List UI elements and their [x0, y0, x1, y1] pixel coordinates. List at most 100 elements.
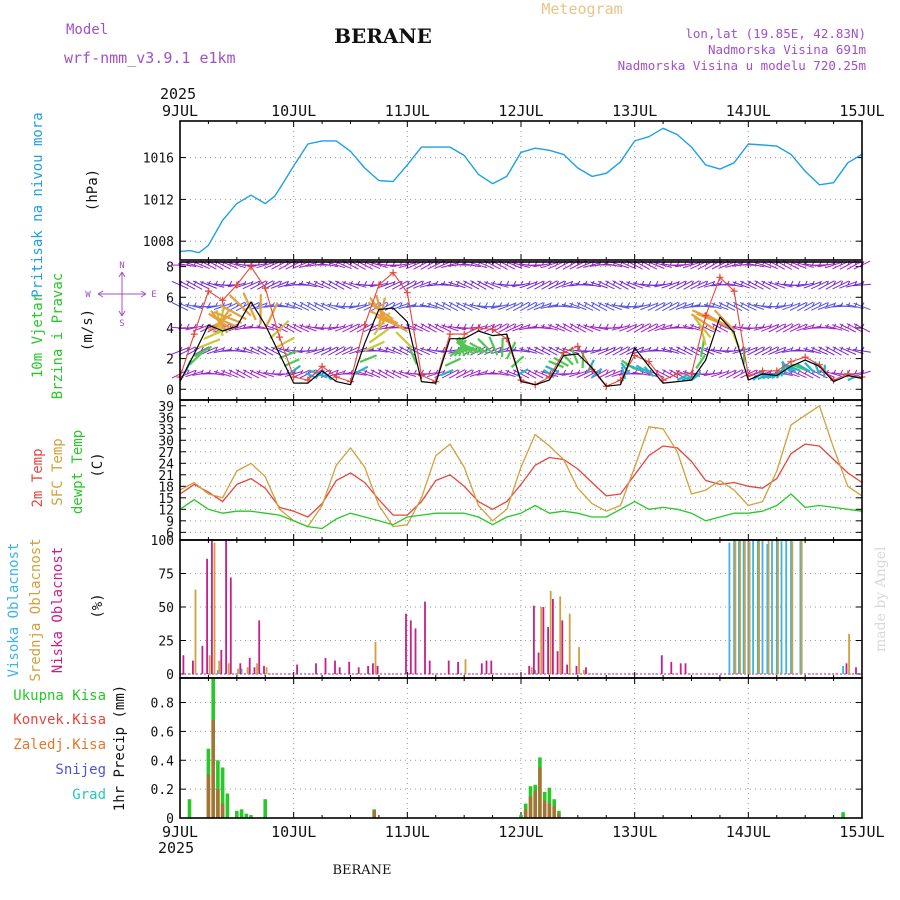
wind-barb-flag	[740, 369, 744, 375]
wind-barb-flag	[250, 346, 254, 352]
wind-barb-flag	[286, 346, 290, 352]
precip-total-bar	[249, 815, 253, 818]
temperature-ytick-label: 6	[166, 526, 174, 541]
wind-barb	[789, 323, 807, 333]
wind-barb-flag	[243, 302, 247, 307]
cloud-low-bar	[357, 667, 360, 674]
wind-barb-flag	[293, 323, 297, 329]
wind-barb	[377, 369, 395, 379]
wind-barb-flag	[662, 302, 666, 307]
wind-barb-flag	[385, 323, 389, 329]
wind-barb	[441, 324, 459, 332]
wind-barb-flag	[804, 280, 808, 286]
cloud-high-bar	[799, 541, 802, 674]
wind-barb	[320, 346, 338, 356]
wind-barb-flag	[264, 280, 268, 286]
wind-barb	[576, 323, 594, 333]
cloud-high-bar	[766, 544, 769, 674]
precip-conv-bar	[528, 796, 533, 818]
wind-barb-flag	[769, 302, 773, 307]
wind-barb-flag	[577, 369, 581, 375]
wind-barb-flag	[335, 369, 339, 375]
wind-barb-flag	[470, 369, 474, 375]
wind-barb-flag	[797, 323, 801, 329]
wind-barb-flag	[712, 280, 716, 286]
wind-barb-flag	[740, 346, 744, 352]
wind-barb	[285, 323, 302, 333]
cloud-high-bar	[761, 540, 764, 674]
wind-barb-flag	[833, 302, 837, 307]
wind-arrow	[444, 357, 461, 367]
pressure-ytick-label: 1008	[143, 235, 174, 250]
pressure-ytick-label: 1012	[143, 193, 174, 208]
wind-barb-flag	[691, 280, 694, 286]
precip-total-bar	[519, 815, 523, 818]
wind-barb	[448, 281, 466, 289]
wind-barb	[242, 347, 260, 355]
wind-barb-flag	[421, 302, 424, 307]
wind-barb-flag	[683, 280, 687, 286]
wind-barb-flag	[776, 323, 780, 329]
wind-barb-flag	[556, 346, 559, 352]
wind-barb-flag	[612, 369, 616, 375]
wind-barb-flag	[527, 323, 531, 329]
wind-barb-flag	[485, 369, 488, 375]
wind-barb	[824, 371, 843, 377]
cloud-low-bar	[533, 605, 535, 674]
wind-arrow	[781, 360, 792, 374]
wind-barb	[257, 346, 274, 356]
wind-barb-flag	[193, 369, 197, 375]
wind-barb	[682, 325, 701, 331]
wind-barb-flag	[776, 302, 780, 307]
cloud-mid-bar	[739, 540, 742, 674]
cloud-mid-bar	[530, 667, 533, 674]
wind-barb	[612, 280, 629, 290]
wind-ytick-label: 4	[166, 322, 174, 337]
wind-barb	[782, 323, 800, 333]
wind-barb-flag	[413, 369, 417, 375]
wind-arrow	[501, 337, 504, 358]
wind-barb	[327, 325, 346, 331]
precip-ytick-label: 0.4	[151, 754, 175, 769]
wind-barb	[846, 347, 864, 355]
precip-legend-item: Snijeg	[55, 762, 106, 778]
wind-barb-flag	[826, 302, 829, 307]
cloud-high-bar	[780, 541, 783, 674]
wind-barb-flag	[364, 369, 368, 375]
precip-ylabel: 1hr Precip (mm)	[112, 685, 128, 811]
wind-barb-flag	[442, 280, 446, 286]
wind-barb-flag	[691, 302, 694, 307]
wind-barb-flag	[200, 302, 204, 307]
wind-barb	[597, 280, 615, 290]
wind-barb	[803, 281, 821, 289]
wind-barb-flag	[406, 280, 410, 286]
wind-arrow	[488, 336, 499, 356]
wind-barb	[512, 324, 530, 332]
cloud-high-bar	[771, 540, 773, 674]
cloud-low-bar	[206, 558, 208, 674]
wind-arrow	[269, 320, 290, 340]
cloud-low-bar	[409, 620, 412, 674]
wind-barb-flag	[584, 346, 588, 352]
wind-barb	[832, 280, 850, 290]
wind-barb-flag	[428, 280, 432, 286]
wind-arrow	[469, 341, 489, 355]
wind-barb-flag	[669, 280, 673, 286]
wind-barb-flag	[776, 346, 780, 352]
wind-barb	[278, 323, 295, 333]
wind-barb-flag	[747, 323, 751, 329]
wind-barb	[441, 262, 459, 269]
wind-barb-flag	[527, 302, 531, 307]
wind-barb	[335, 346, 352, 356]
temp2m-line	[179, 443, 863, 518]
cloud-low-bar	[490, 660, 493, 674]
wind-barb-flag	[662, 323, 666, 329]
wind-barb-flag	[762, 346, 765, 352]
wind-arrow	[315, 370, 328, 379]
wind-barb	[768, 346, 786, 355]
wind-barb-flag	[783, 346, 787, 352]
wind-barb-flag	[570, 280, 574, 286]
wind-barb	[597, 369, 615, 379]
temperature-ytick-label: 30	[158, 434, 174, 449]
